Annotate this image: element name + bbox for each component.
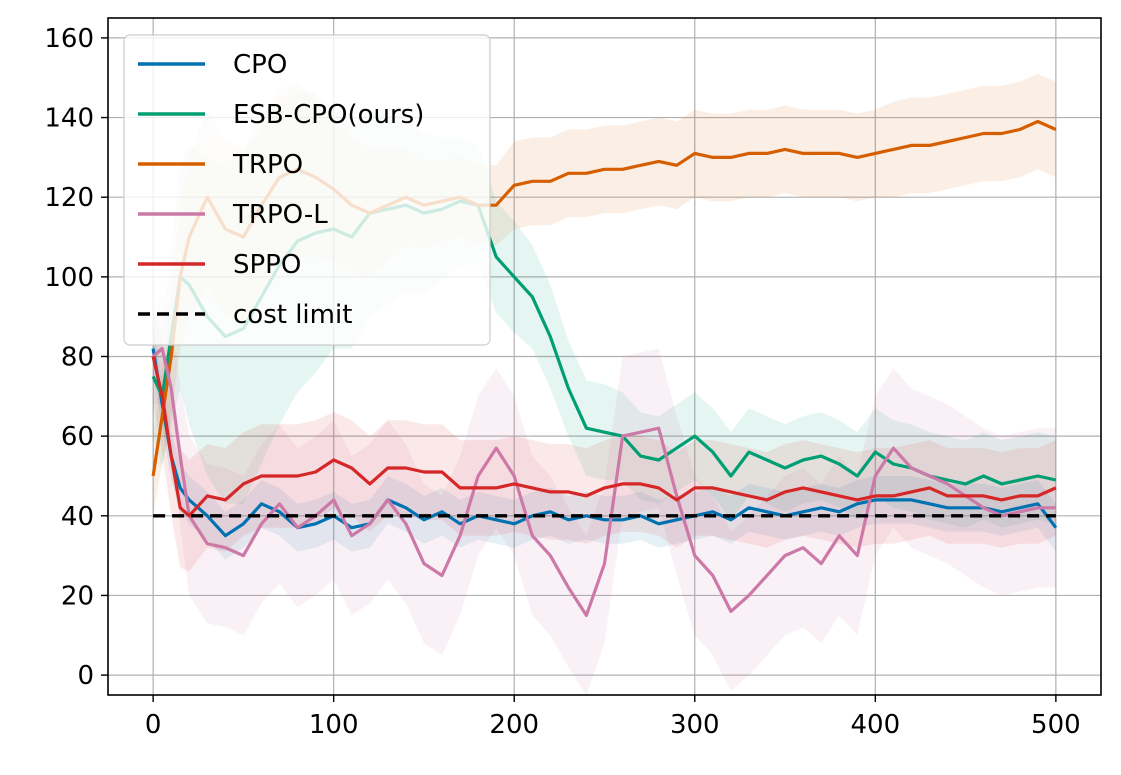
legend-label-cpo: CPO (233, 50, 287, 80)
x-tick-label: 500 (1031, 710, 1081, 740)
y-tick-label: 0 (77, 661, 94, 691)
legend-box (123, 34, 491, 346)
band-sppo (153, 308, 1056, 572)
x-tick-label: 200 (489, 710, 539, 740)
band-cpo (153, 324, 1056, 560)
y-tick-label: 160 (44, 24, 94, 54)
legend-label-sppo: SPPO (233, 250, 301, 280)
axis-ticks: 0 100 200 300 400 500 0 20 40 60 80 100 120 140 160 (44, 24, 1080, 740)
y-tick-label: 20 (61, 581, 94, 611)
x-tick-label: 100 (309, 710, 359, 740)
y-tick-label: 80 (61, 343, 94, 373)
y-tick-label: 100 (44, 263, 94, 293)
legend-label-trpo: TRPO (232, 150, 303, 180)
y-tick-label: 60 (61, 422, 94, 452)
legend: CPO ESB-CPO(ours) TRPO TRPO-L SPPO cost limit (123, 34, 491, 346)
y-tick-label: 140 (44, 104, 94, 134)
y-tick-label: 120 (44, 183, 94, 213)
legend-label-trpo-l: TRPO-L (232, 200, 328, 230)
y-tick-label: 40 (61, 502, 94, 532)
band-trpo-l (153, 292, 1056, 695)
x-tick-label: 0 (145, 710, 162, 740)
series-line-trpo-l (152, 346, 1056, 618)
legend-label-esb-cpo-ours: ESB-CPO(ours) (233, 100, 424, 130)
x-tick-label: 300 (670, 710, 720, 740)
legend-label-cost-limit: cost limit (233, 300, 352, 330)
x-tick-label: 400 (850, 710, 900, 740)
series-line-sppo (151, 356, 1057, 518)
